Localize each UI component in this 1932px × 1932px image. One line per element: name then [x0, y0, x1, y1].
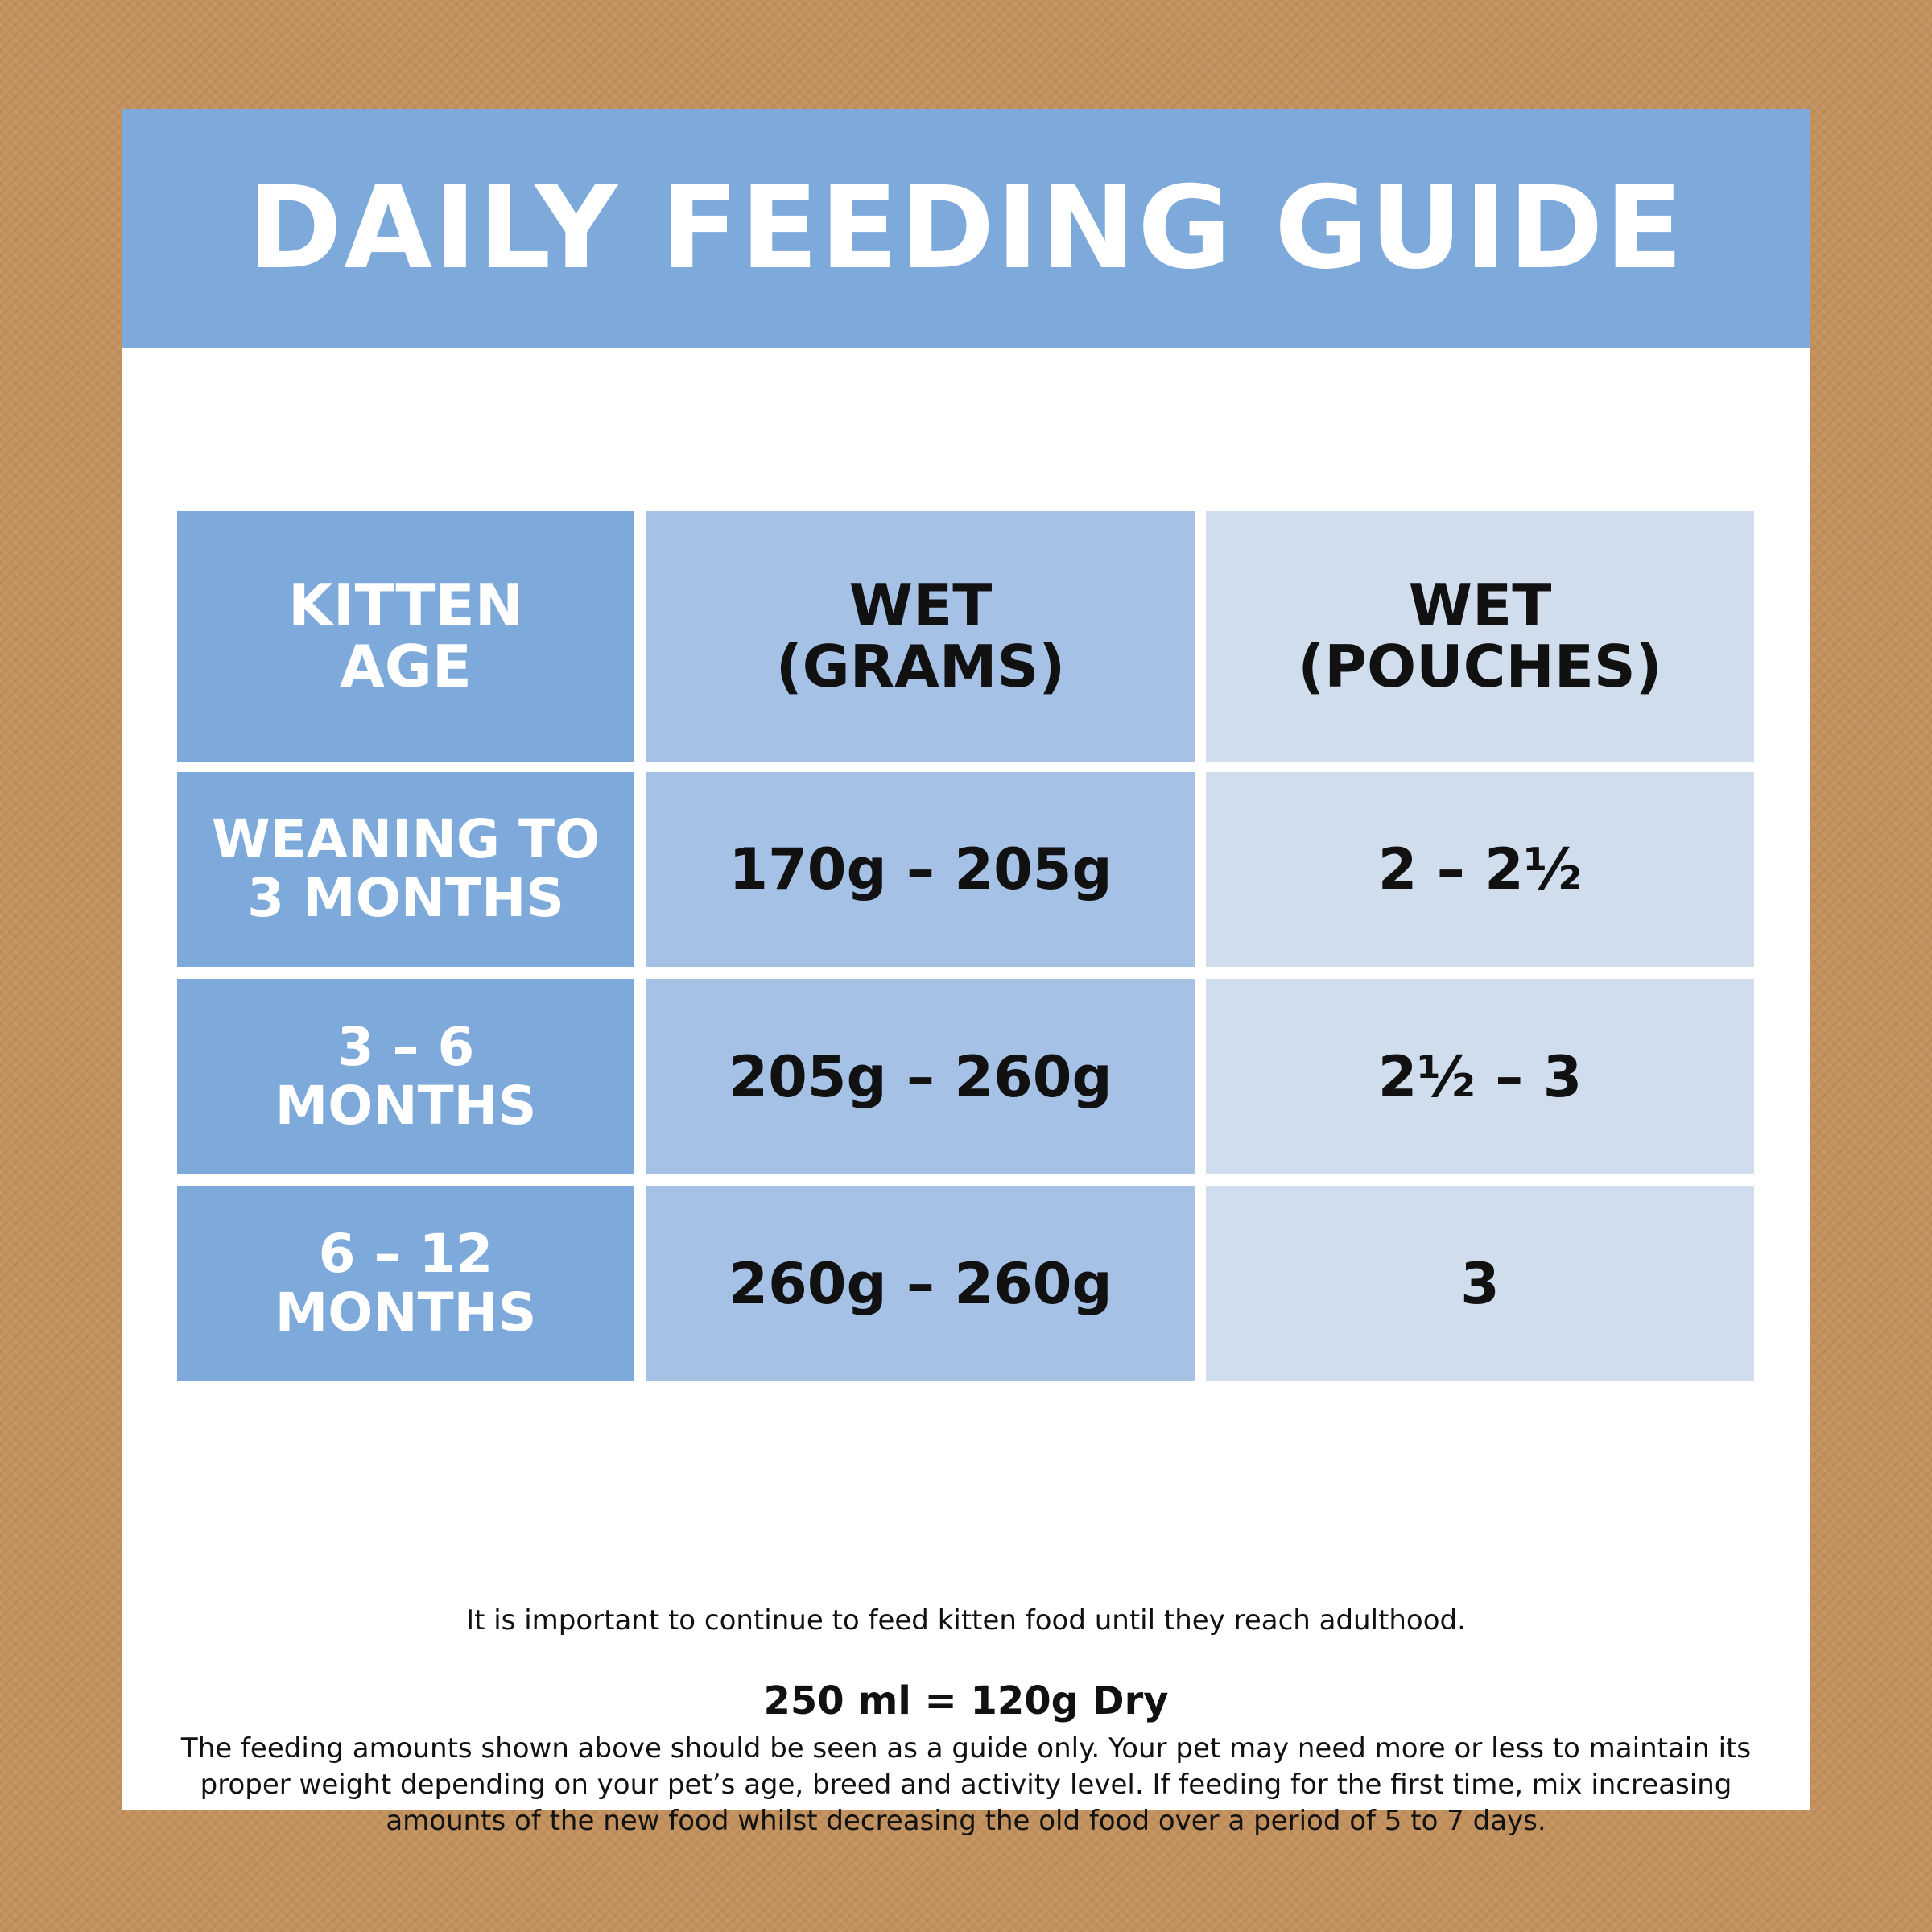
table-row-grams: 170g – 205g — [646, 772, 1195, 967]
table-row-pouches: 3 — [1206, 1186, 1754, 1381]
header-wet-pouches: WET (POUCHES) — [1206, 511, 1754, 762]
header-wet-grams: WET (GRAMS) — [646, 511, 1195, 762]
table-row-grams: 260g – 260g — [646, 1186, 1195, 1381]
table-row-pouches: 2 – 2½ — [1206, 772, 1754, 967]
title-banner: DAILY FEEDING GUIDE — [122, 109, 1810, 348]
table-row-age: 6 – 12 MONTHS — [177, 1186, 634, 1381]
guide-disclaimer: The feeding amounts shown above should b… — [180, 1732, 1752, 1837]
table-row-pouches: 2½ – 3 — [1206, 979, 1754, 1174]
table-row-age: 3 – 6 MONTHS — [177, 979, 634, 1174]
page-title: DAILY FEEDING GUIDE — [247, 161, 1685, 295]
table-row-grams: 205g – 260g — [646, 979, 1195, 1174]
header-kitten-age: KITTEN AGE — [177, 511, 634, 762]
adulthood-note: It is important to continue to feed kitt… — [466, 1604, 1466, 1637]
feeding-guide-card: DAILY FEEDING GUIDE KITTEN AGE WET (GRAM… — [122, 109, 1810, 1837]
dry-ratio-note: 250 ml = 120g Dry — [763, 1678, 1169, 1724]
table-row-age: WEANING TO 3 MONTHS — [177, 772, 634, 967]
